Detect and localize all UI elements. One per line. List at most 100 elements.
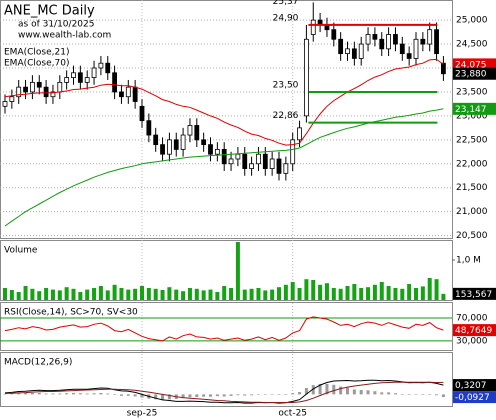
histogram-bar bbox=[202, 394, 206, 397]
volume-bar bbox=[146, 288, 151, 300]
volume-bar bbox=[64, 287, 69, 300]
candle-body bbox=[98, 62, 104, 69]
volume-bar bbox=[277, 287, 281, 300]
candle-body bbox=[112, 72, 117, 93]
x-tick-label: oct-25 bbox=[278, 409, 307, 419]
histogram-bar bbox=[37, 392, 41, 395]
volume-bar bbox=[57, 290, 62, 300]
volume-bar bbox=[181, 291, 186, 300]
histogram-bar bbox=[154, 394, 158, 400]
histogram-bar bbox=[414, 394, 418, 395]
series-line bbox=[4, 316, 444, 342]
histogram-bar bbox=[188, 394, 192, 398]
y-tick-label: 1,0 M bbox=[456, 256, 481, 266]
volume-bar bbox=[215, 292, 220, 300]
volume-bar bbox=[235, 242, 240, 300]
histogram-bar bbox=[85, 393, 89, 395]
candle-body bbox=[393, 34, 398, 45]
volume-bar bbox=[44, 288, 49, 300]
volume-bar bbox=[414, 288, 418, 300]
volume-bar bbox=[372, 284, 377, 300]
histogram-bar bbox=[421, 394, 425, 395]
histogram-bar bbox=[236, 394, 240, 396]
histogram-bar bbox=[325, 383, 329, 395]
last-value-label: 23,147 bbox=[455, 105, 487, 115]
volume-bar bbox=[427, 278, 432, 300]
candle-body bbox=[214, 149, 220, 155]
candle-body bbox=[187, 125, 193, 136]
volume-bar bbox=[270, 289, 275, 300]
last-value-label-box bbox=[453, 102, 496, 115]
chart-title: ANE_MC Daily bbox=[4, 4, 95, 19]
volume-bar bbox=[119, 288, 124, 300]
y-tick-label: 22,000 bbox=[456, 159, 488, 169]
y-tick-label: 23,000 bbox=[456, 111, 488, 121]
volume-bar bbox=[16, 292, 21, 300]
panel-frame bbox=[0, 0, 453, 239]
volume-bar bbox=[407, 284, 412, 300]
level-label: 22,86 bbox=[273, 111, 299, 121]
histogram-bar bbox=[428, 394, 432, 395]
candle-body bbox=[50, 91, 56, 98]
volume-bar bbox=[112, 284, 117, 300]
volume-bar bbox=[98, 286, 103, 300]
volume-bar bbox=[222, 286, 227, 300]
histogram-bar bbox=[133, 394, 137, 397]
histogram-bar bbox=[291, 393, 295, 395]
y-tick-label: 30,000 bbox=[456, 336, 488, 346]
histogram-bar bbox=[393, 393, 397, 395]
volume-bar bbox=[194, 288, 199, 300]
candle-body bbox=[16, 86, 22, 98]
histogram-bar bbox=[44, 393, 48, 395]
panel-title: RSI(Close,14), SC>70, SV<30 bbox=[4, 308, 138, 318]
candle-body bbox=[201, 139, 207, 146]
histogram-bar bbox=[346, 387, 349, 395]
candle-body bbox=[242, 153, 248, 169]
volume-bar bbox=[400, 288, 405, 300]
candle-body bbox=[331, 29, 337, 40]
histogram-bar bbox=[250, 394, 254, 396]
source: www.wealth-lab.com bbox=[18, 31, 111, 41]
candle-body bbox=[290, 139, 296, 165]
panel-frame bbox=[0, 302, 453, 351]
candle-body bbox=[345, 48, 350, 55]
histogram-bar bbox=[332, 384, 336, 395]
candle-body bbox=[283, 163, 289, 174]
histogram-bar bbox=[284, 394, 288, 395]
last-value-label-box bbox=[453, 379, 496, 392]
candle-body bbox=[262, 153, 268, 169]
candle-body bbox=[208, 144, 213, 155]
histogram-bar bbox=[99, 392, 103, 395]
volume-bar bbox=[256, 288, 261, 300]
panel-frame bbox=[0, 352, 453, 407]
histogram-bar bbox=[373, 391, 377, 395]
candle-body bbox=[139, 105, 145, 122]
histogram-bar bbox=[17, 392, 21, 395]
histogram-bar bbox=[167, 394, 171, 400]
candle-body bbox=[43, 86, 49, 98]
volume-bar bbox=[201, 290, 206, 300]
candle-body bbox=[310, 19, 316, 35]
histogram-bar bbox=[72, 392, 75, 395]
volume-bar bbox=[318, 284, 323, 300]
candle-body bbox=[297, 127, 302, 141]
histogram-bar bbox=[318, 383, 322, 395]
candle-body bbox=[365, 34, 371, 45]
annotation: 25,37 bbox=[273, 0, 299, 7]
histogram-bar bbox=[51, 393, 55, 395]
panel-title: Volume bbox=[4, 246, 38, 256]
y-tick-label: 21,500 bbox=[456, 183, 488, 193]
candle-body bbox=[166, 139, 172, 155]
volume-bar bbox=[30, 288, 35, 300]
series-line bbox=[4, 379, 444, 404]
legend-entry: EMA(Close,21) bbox=[4, 48, 69, 58]
histogram-bar bbox=[3, 393, 7, 395]
volume-bar bbox=[242, 289, 247, 300]
candle-body bbox=[256, 153, 261, 165]
volume-bar bbox=[50, 289, 55, 300]
candle-body bbox=[249, 163, 255, 169]
histogram-bar bbox=[126, 394, 130, 396]
histogram-bar bbox=[195, 394, 199, 397]
histogram-bar bbox=[30, 392, 34, 395]
